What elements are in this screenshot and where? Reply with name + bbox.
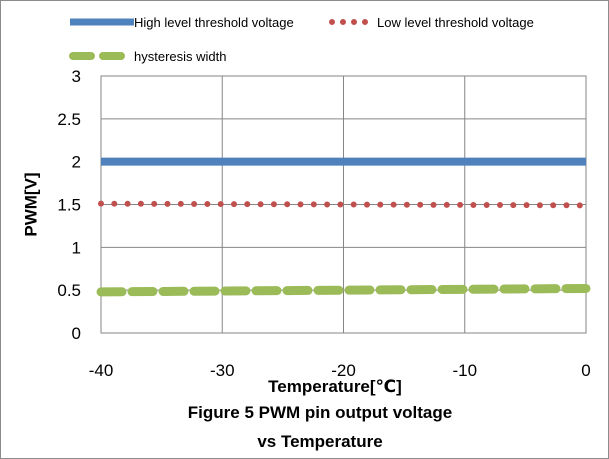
- x-tick-label: -10: [452, 361, 477, 380]
- figure-caption-line1: Figure 5 PWM pin output voltage: [188, 403, 452, 422]
- x-axis-title: Temperature[℃]: [268, 377, 402, 396]
- x-tick-label: -20: [331, 361, 356, 380]
- y-axis-title: PWM[V]: [21, 172, 40, 236]
- x-tick-label: 0: [581, 361, 590, 380]
- series-line-dashed: [96, 283, 591, 297]
- legend-label-low: Low level threshold voltage: [377, 15, 534, 30]
- y-tick-label: 0: [72, 324, 81, 343]
- y-tick-label: 2: [72, 153, 81, 172]
- series-layer: [96, 157, 591, 297]
- y-tick-label: 3: [72, 67, 81, 86]
- figure-caption-line2: vs Temperature: [257, 432, 382, 451]
- y-tick-label: 1.5: [57, 196, 81, 215]
- series-line-dotted: [98, 200, 589, 209]
- legend: High level threshold voltage Low level t…: [69, 15, 534, 64]
- legend-label-hysteresis: hysteresis width: [134, 49, 226, 64]
- legend-label-high: High level threshold voltage: [134, 15, 294, 30]
- y-tick-label: 0.5: [57, 281, 81, 300]
- y-tick-label: 1: [72, 238, 81, 257]
- tick-labels: 0 0.5 1 1.5 2 2.5 3 -40 -30 -20 -10 0: [57, 67, 590, 380]
- x-tick-label: -40: [89, 361, 114, 380]
- y-tick-label: 2.5: [57, 110, 81, 129]
- x-tick-label: -30: [210, 361, 235, 380]
